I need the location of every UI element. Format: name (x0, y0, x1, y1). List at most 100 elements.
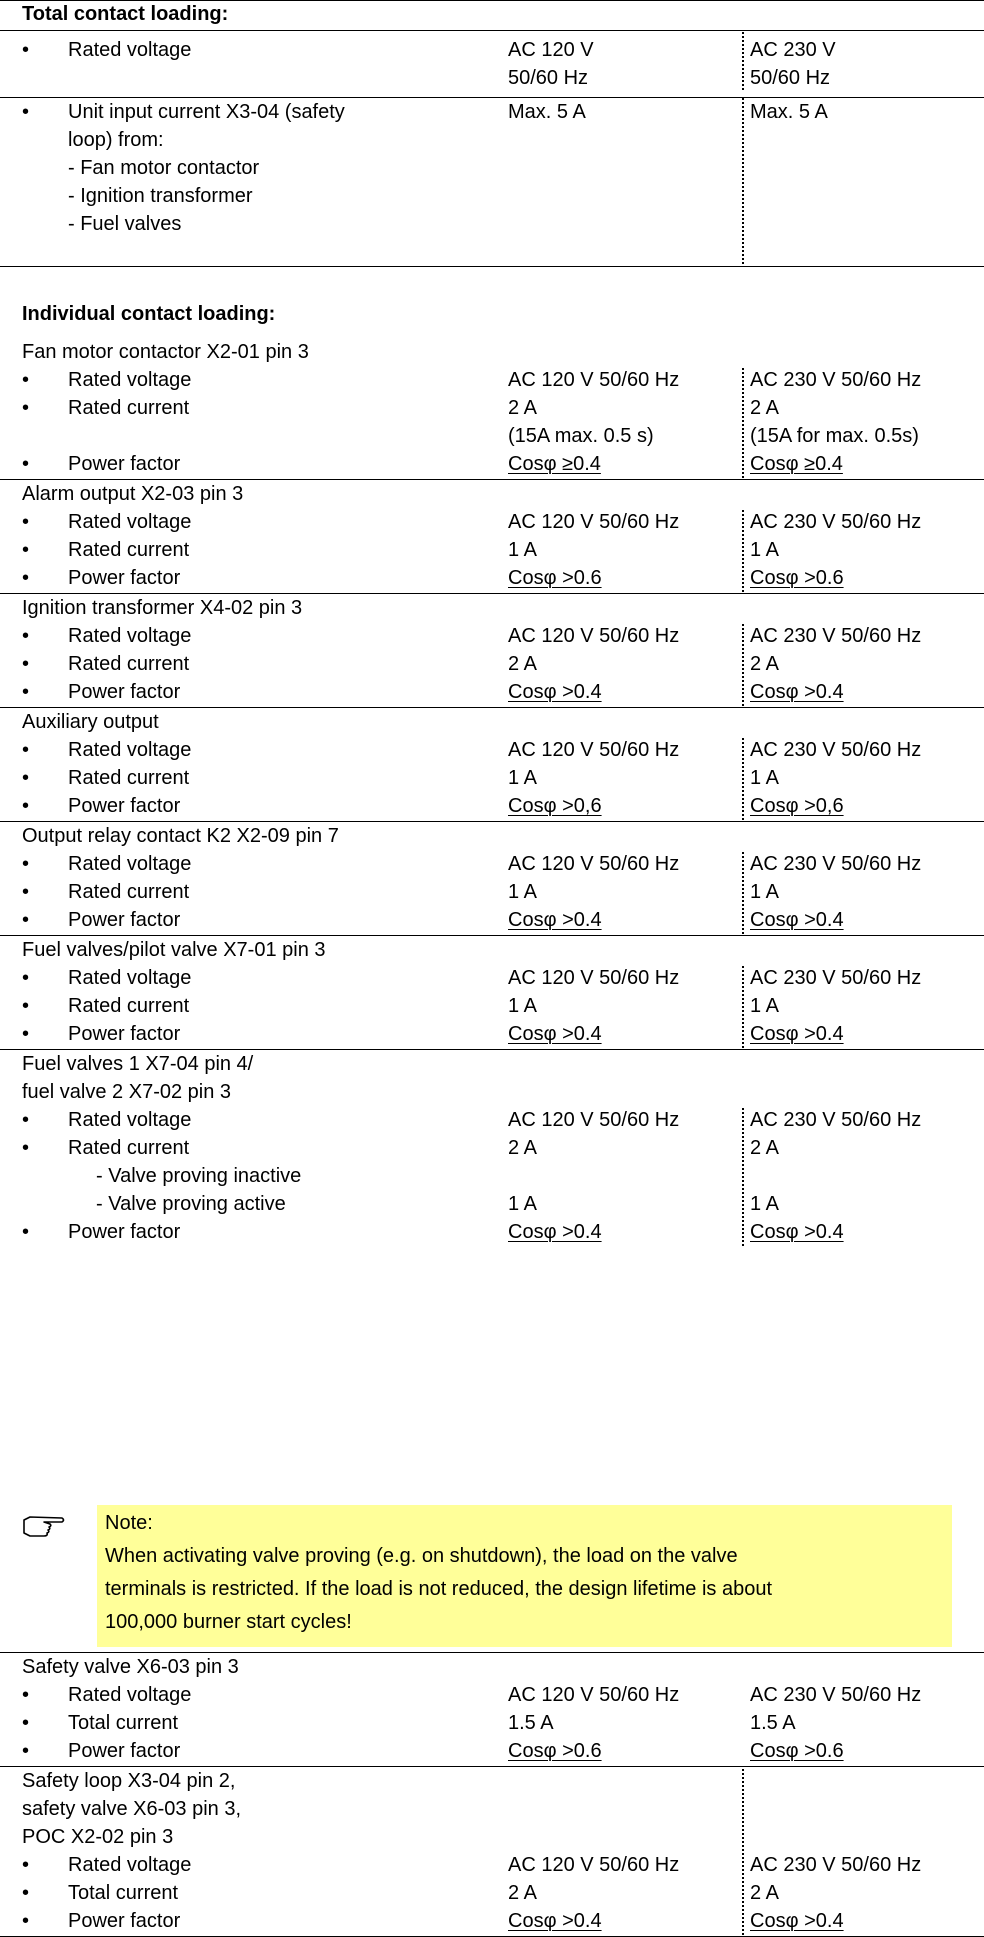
bullet: • (22, 1137, 30, 1159)
value-120v: Max. 5 A (508, 101, 586, 123)
value-120v: 1 A (508, 995, 537, 1017)
spec-label: - Valve proving active (96, 1193, 286, 1215)
note-line: When activating valve proving (e.g. on s… (105, 1545, 738, 1567)
note-title: Note: (105, 1512, 153, 1534)
bullet: • (22, 397, 30, 419)
column-divider (742, 510, 744, 592)
value-120v: Cosφ >0.4 (508, 1023, 602, 1045)
value-230v: 1 A (750, 1193, 779, 1215)
top-rule (0, 0, 984, 1)
spec-row: • Rated current 2 A 2 A (0, 650, 984, 678)
value-230v: 2 A (750, 1137, 779, 1159)
spec-label: Rated current (68, 539, 190, 561)
column-divider (742, 966, 744, 1048)
group-title: fuel valve 2 X7-02 pin 3 (0, 1078, 984, 1106)
row-rule (0, 479, 984, 480)
bullet: • (22, 795, 30, 817)
spec-row: • Power factor Cosφ >0.6 Cosφ >0.6 (0, 1737, 984, 1765)
spec-row: (15A max. 0.5 s) (15A for max. 0.5s) (0, 422, 984, 450)
spec-label: Power factor (68, 909, 181, 931)
value-230v: AC 230 V 50/60 Hz (750, 739, 922, 761)
bullet: • (22, 539, 30, 561)
spec-row: • Power factor Cosφ ≥0.4 Cosφ ≥0.4 (0, 450, 984, 478)
spec-label: Unit input current X3-04 (safety (68, 101, 345, 123)
value-230v: AC 230 V 50/60 Hz (750, 369, 922, 391)
spec-label: - Fan motor contactor (68, 157, 260, 179)
spec-row: 50/60 Hz 50/60 Hz (0, 64, 984, 92)
value-230v: 50/60 Hz (750, 67, 831, 89)
spec-label: loop) from: (68, 129, 164, 151)
spec-label: Rated current (68, 653, 190, 675)
spec-row: • Rated voltage AC 120 V 50/60 Hz AC 230 V … (0, 622, 984, 650)
row-rule (0, 935, 984, 936)
spec-label: - Valve proving inactive (96, 1165, 302, 1187)
spec-row: • Rated current 2 A 2 A (0, 394, 984, 422)
group-title-text: Safety valve X6-03 pin 3 (22, 1656, 239, 1678)
value-120v: Cosφ >0.4 (508, 681, 602, 703)
row-rule (0, 593, 984, 594)
spec-label: Total current (68, 1712, 179, 1734)
spec-label: Rated current (68, 397, 190, 419)
spec-row: • Total current 1.5 A 1.5 A (0, 1709, 984, 1737)
row-rule (0, 1049, 984, 1050)
group-title: Fuel valves/pilot valve X7-01 pin 3 (0, 936, 984, 964)
value-120v: Cosφ ≥0.4 (508, 453, 601, 475)
value-230v: AC 230 V 50/60 Hz (750, 625, 922, 647)
heading-rule (0, 30, 984, 31)
value-120v: AC 120 V 50/60 Hz (508, 1684, 680, 1706)
value-120v: 1.5 A (508, 1712, 554, 1734)
group-title: Fan motor contactor X2-01 pin 3 (0, 338, 984, 366)
spec-label: Rated current (68, 881, 190, 903)
value-230v: AC 230 V 50/60 Hz (750, 853, 922, 875)
group-title: Ignition transformer X4-02 pin 3 (0, 594, 984, 622)
total-heading: Total contact loading: (22, 3, 229, 25)
spec-label: Rated current (68, 1137, 190, 1159)
value-120v: 2 A (508, 397, 537, 419)
bullet: • (22, 967, 30, 989)
bullet: • (22, 767, 30, 789)
bullet: • (22, 101, 30, 123)
value-230v: Cosφ >0.4 (750, 681, 844, 703)
bullet: • (22, 369, 30, 391)
value-230v: 1 A (750, 539, 779, 561)
value-120v: 2 A (508, 1137, 537, 1159)
column-divider (742, 1769, 744, 1935)
spec-row: • Power factor Cosφ >0.6 Cosφ >0.6 (0, 564, 984, 592)
spec-label: Total current (68, 1882, 179, 1904)
spec-row: • Power factor Cosφ >0.4 Cosφ >0.4 (0, 1218, 984, 1246)
value-230v: Cosφ >0.4 (750, 1023, 844, 1045)
spec-row: • Rated voltage AC 120 V 50/60 Hz AC 230 V … (0, 850, 984, 878)
spec-row: • Rated current 1 A 1 A (0, 878, 984, 906)
value-230v: Cosφ >0.4 (750, 1221, 844, 1243)
value-120v: Cosφ >0.6 (508, 1740, 602, 1762)
bullet: • (22, 881, 30, 903)
spec-row: • Total current 2 A 2 A (0, 1879, 984, 1907)
spec-row: - Valve proving active 1 A 1 A (0, 1190, 984, 1218)
spec-label: Power factor (68, 795, 181, 817)
row-rule (0, 821, 984, 822)
value-120v: AC 120 V 50/60 Hz (508, 853, 680, 875)
bullet: • (22, 853, 30, 875)
row-rule (0, 707, 984, 708)
bullet: • (22, 1023, 30, 1045)
bullet: • (22, 453, 30, 475)
group-title: Alarm output X2-03 pin 3 (0, 480, 984, 508)
value-120v: AC 120 V 50/60 Hz (508, 511, 680, 533)
value-120v: 1 A (508, 1193, 537, 1215)
value-230v: Cosφ ≥0.4 (750, 453, 843, 475)
group-title-text: Output relay contact K2 X2-09 pin 7 (22, 825, 339, 847)
bullet: • (22, 625, 30, 647)
column-divider (742, 32, 744, 90)
bullet: • (22, 739, 30, 761)
value-120v: 50/60 Hz (508, 67, 589, 89)
spec-row: • Rated current 2 A 2 A (0, 1134, 984, 1162)
spec-row: • Rated voltage AC 120 V 50/60 Hz AC 230 V … (0, 964, 984, 992)
spec-label: Rated voltage (68, 39, 192, 61)
group-title-text: safety valve X6-03 pin 3, (22, 1798, 242, 1820)
spec-row: • Unit input current X3-04 (safety Max. 5 … (0, 98, 984, 126)
group-title: Safety valve X6-03 pin 3 (0, 1653, 984, 1681)
value-120v: AC 120 V 50/60 Hz (508, 625, 680, 647)
spec-label: Rated current (68, 767, 190, 789)
value-120v: 2 A (508, 653, 537, 675)
spec-label: Power factor (68, 453, 181, 475)
